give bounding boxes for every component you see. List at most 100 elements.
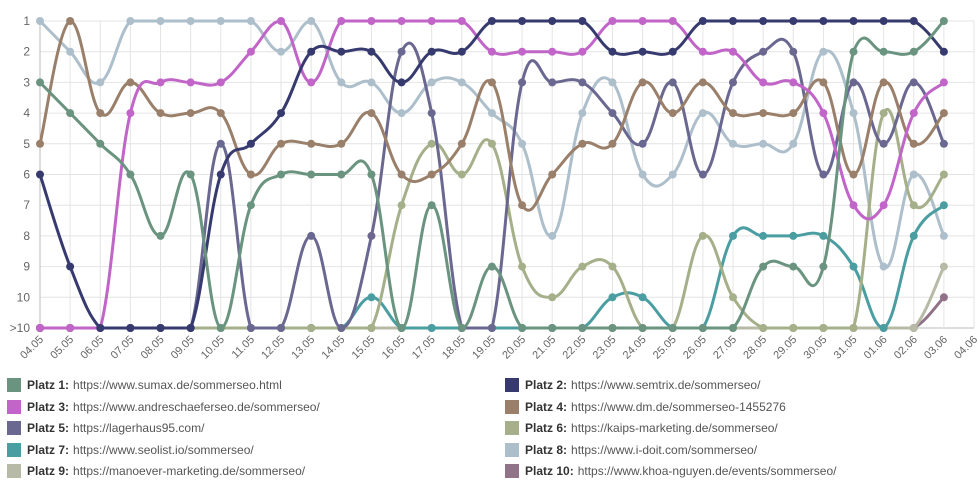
x-tick-label: 26.05: [681, 334, 709, 362]
data-point: [186, 17, 195, 25]
data-point: [367, 109, 376, 118]
data-point: [728, 109, 737, 118]
legend-item[interactable]: Platz 1: https://www.sumax.de/sommerseo.h…: [7, 378, 282, 392]
x-tick-label: 12.05: [259, 334, 287, 362]
legend-url: https://lagerhaus95.com/: [73, 421, 205, 435]
data-point: [668, 17, 677, 25]
legend-item[interactable]: Platz 7: https://www.seolist.io/sommerseo…: [7, 442, 254, 457]
series-line: [40, 108, 946, 330]
data-point: [608, 324, 617, 332]
data-point: [819, 47, 828, 56]
data-point: [668, 324, 677, 332]
data-point: [759, 324, 768, 332]
legend-label: Platz 8:: [525, 442, 568, 457]
series-8: [36, 17, 948, 271]
data-point: [457, 324, 466, 332]
data-point: [186, 170, 195, 179]
x-tick-label: 16.05: [380, 334, 408, 362]
data-point: [879, 78, 888, 87]
data-point: [578, 17, 587, 25]
data-point: [638, 139, 647, 148]
data-point: [277, 324, 286, 332]
data-point: [759, 109, 768, 118]
x-tick-label: 15.05: [350, 334, 378, 362]
data-point: [186, 109, 195, 118]
legend-item[interactable]: Platz 3: https://www.andreschaeferseo.de/…: [7, 399, 320, 414]
data-point: [608, 139, 617, 148]
x-tick-label: 30.05: [802, 334, 830, 362]
data-point: [759, 78, 768, 87]
data-point: [879, 201, 888, 210]
data-point: [246, 170, 255, 179]
legend-item[interactable]: Platz 6: https://kaips-marketing.de/somme…: [505, 421, 778, 435]
x-tick-label: 24.05: [621, 334, 649, 362]
x-tick-label: 17.05: [410, 334, 438, 362]
data-point: [126, 78, 135, 87]
data-point: [728, 231, 737, 240]
data-point: [427, 324, 436, 332]
legend-item[interactable]: Platz 10: https://www.khoa-nguyen.de/even…: [505, 464, 836, 478]
legend-item[interactable]: Platz 5: https://lagerhaus95.com/: [7, 421, 204, 435]
data-point: [608, 262, 617, 271]
legend-item[interactable]: Platz 2: https://www.semtrix.de/sommerseo…: [505, 378, 760, 392]
legend-item[interactable]: Platz 4: https://www.dm.de/sommerseo-1455…: [505, 399, 786, 414]
data-point: [66, 324, 75, 332]
data-point: [909, 201, 918, 210]
data-point: [156, 109, 165, 118]
data-point: [608, 47, 617, 56]
legend-swatch: [7, 421, 21, 435]
data-point: [457, 17, 466, 25]
data-point: [427, 201, 436, 210]
data-point: [156, 78, 165, 87]
data-point: [789, 324, 798, 332]
data-point: [36, 17, 44, 25]
series-lines: [36, 17, 948, 332]
data-point: [698, 17, 707, 25]
data-point: [939, 47, 948, 56]
data-point: [96, 78, 105, 87]
legend-swatch: [505, 421, 519, 435]
y-tick-label: 5: [23, 137, 30, 151]
data-point: [849, 324, 858, 332]
x-tick-label: 07.05: [109, 334, 137, 362]
y-tick-label: 6: [23, 168, 30, 182]
x-tick-label: 21.05: [530, 334, 558, 362]
legend-label: Platz 3:: [27, 399, 70, 414]
data-point: [246, 324, 255, 332]
data-point: [909, 170, 918, 179]
data-point: [698, 109, 707, 118]
x-tick-label: 11.05: [230, 334, 257, 361]
data-point: [638, 324, 647, 332]
legend-url: https://kaips-marketing.de/sommerseo/: [571, 421, 778, 435]
data-point: [337, 47, 346, 56]
x-tick-label: 04.06: [952, 334, 978, 362]
data-point: [156, 324, 165, 332]
data-point: [909, 17, 918, 25]
series-line: [38, 19, 946, 330]
data-point: [879, 324, 888, 332]
data-point: [759, 47, 768, 56]
y-tick-label: 10: [17, 290, 31, 304]
x-tick-label: 09.05: [169, 334, 197, 362]
data-point: [277, 170, 286, 179]
x-axis: 04.05 05.05 06.05 07.05 08.05 09.05 10.05 11.05…: [18, 334, 978, 362]
data-point: [246, 139, 255, 148]
x-tick-label: 29.05: [771, 334, 799, 362]
data-point: [518, 47, 527, 56]
legend-swatch: [7, 378, 21, 392]
data-point: [578, 78, 587, 87]
data-point: [487, 139, 496, 148]
data-point: [578, 47, 587, 56]
x-tick-label: 22.05: [561, 334, 589, 362]
data-point: [789, 139, 798, 148]
x-tick-label: 19.05: [470, 334, 498, 362]
legend-item[interactable]: Platz 8: https://www.i-doit.com/sommerseo…: [505, 442, 757, 457]
data-point: [939, 293, 948, 302]
data-point: [337, 78, 346, 87]
legend-item[interactable]: Platz 9: https://manoever-marketing.de/so…: [7, 464, 305, 478]
data-point: [638, 47, 647, 56]
data-point: [457, 139, 466, 148]
legend-url: https://www.sumax.de/sommerseo.html: [73, 378, 282, 392]
x-tick-label: 02.06: [892, 334, 920, 362]
x-tick-label: 01.06: [862, 334, 890, 362]
